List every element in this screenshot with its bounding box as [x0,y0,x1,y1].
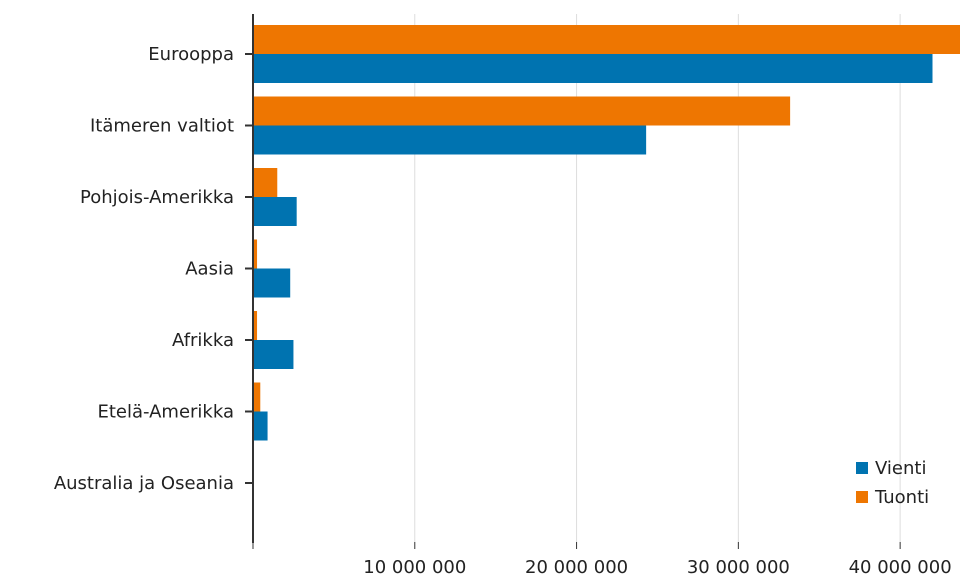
x-tick-label: 40 000 000 [849,557,952,578]
bar-tuonti [253,239,258,269]
bar-tuonti [253,25,960,54]
bar-tuonti [253,168,278,197]
legend: Vienti Tuonti [856,458,929,508]
x-axis: 10 000 000 20 000 000 30 000 000 40 000 000 [252,542,952,578]
legend-label: Tuonti [874,487,929,508]
grid-lines [414,14,901,542]
x-tick-label: 10 000 000 [363,557,466,578]
category-label: Etelä-Amerikka [97,402,234,423]
bar-vienti [253,54,933,83]
legend-swatch [856,462,868,474]
category-label: Aasia [185,259,234,280]
bar-tuonti [253,382,261,412]
category-label: Pohjois-Amerikka [80,187,234,208]
bar-tuonti [253,311,258,340]
legend-label: Vienti [875,458,926,479]
category-label: Australia ja Oseania [54,473,234,494]
bar-vienti [253,125,647,155]
bars [253,25,960,512]
category-label: Eurooppa [148,44,234,65]
x-tick-label: 30 000 000 [687,557,790,578]
x-tick-label: 20 000 000 [525,557,628,578]
legend-swatch [856,491,868,503]
bar-vienti [253,411,268,441]
category-label: Itämeren valtiot [90,116,234,137]
bar-vienti [253,340,294,369]
y-axis: Eurooppa Itämeren valtiot Pohjois-Amerikka… [54,14,254,543]
bar-vienti [253,197,297,226]
bar-tuonti [253,96,791,126]
bar-vienti [253,268,291,298]
category-label: Afrikka [172,330,234,351]
